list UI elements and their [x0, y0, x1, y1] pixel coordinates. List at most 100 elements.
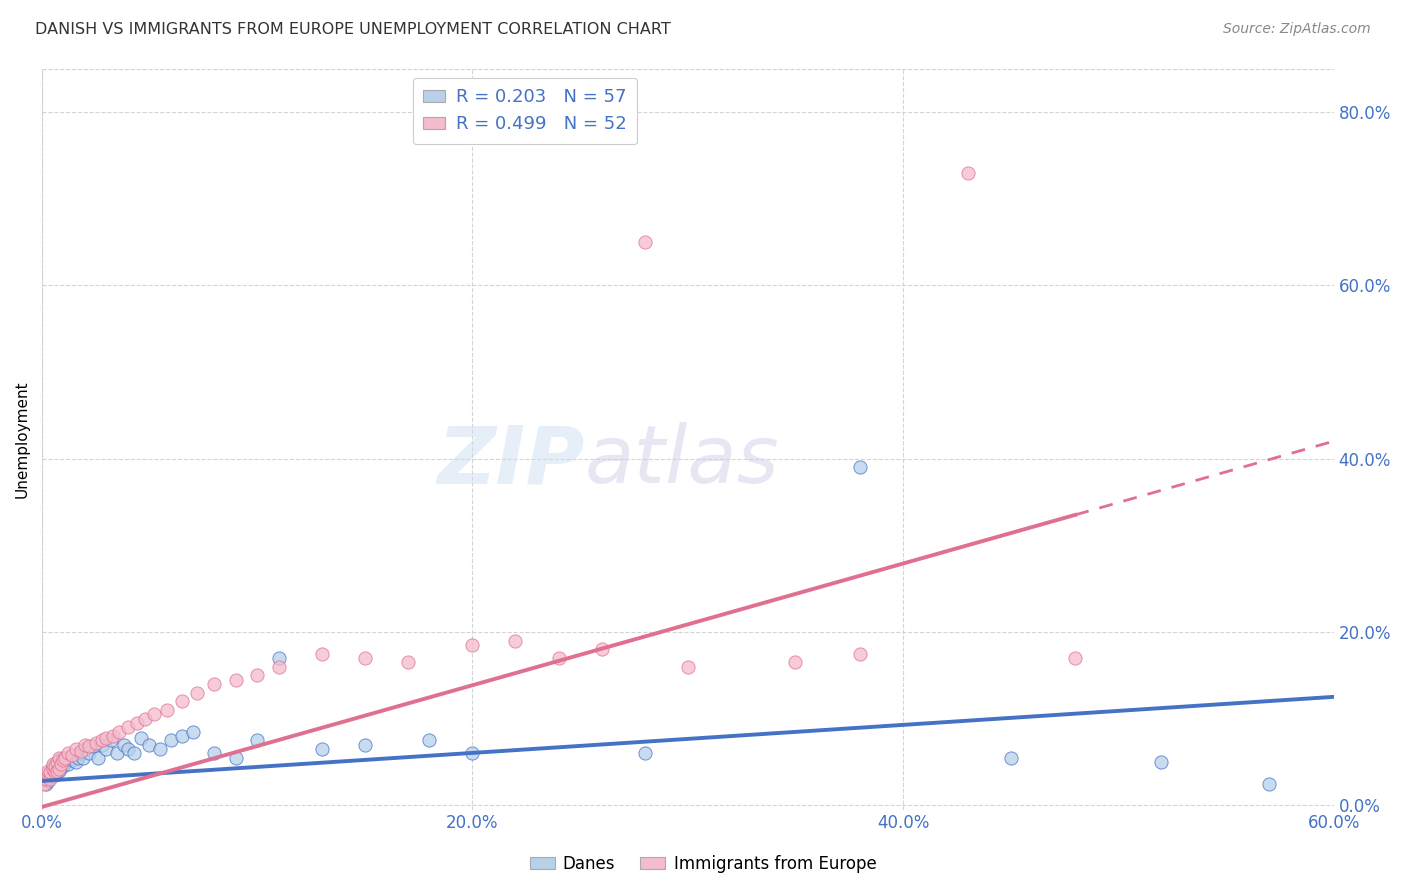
Point: [225, 673, 247, 687]
Point: [170, 729, 193, 743]
Point: [77, 746, 100, 760]
Point: [44, 765, 66, 780]
Point: [55, 750, 77, 764]
Point: [67, 750, 90, 764]
Point: [41, 759, 63, 773]
Point: [547, 651, 569, 665]
Text: Source: ZipAtlas.com: Source: ZipAtlas.com: [1223, 22, 1371, 37]
Point: [634, 746, 657, 760]
Point: [39, 771, 62, 785]
Point: [41, 764, 63, 778]
Point: [44, 759, 66, 773]
Point: [461, 746, 484, 760]
Point: [1064, 651, 1087, 665]
Point: [311, 742, 333, 756]
Point: [142, 707, 165, 722]
Point: [396, 655, 419, 669]
Point: [59, 750, 82, 764]
Point: [48, 753, 70, 767]
Point: [418, 733, 440, 747]
Y-axis label: Unemployment: Unemployment: [15, 380, 30, 498]
Point: [134, 712, 156, 726]
Point: [849, 647, 872, 661]
Point: [51, 756, 73, 771]
Point: [634, 235, 657, 249]
Point: [48, 762, 70, 776]
Point: [77, 739, 100, 754]
Point: [785, 655, 807, 669]
Point: [52, 750, 75, 764]
Point: [117, 720, 139, 734]
Point: [246, 668, 269, 682]
Point: [87, 750, 110, 764]
Point: [39, 772, 62, 787]
Point: [35, 776, 58, 790]
Point: [149, 742, 172, 756]
Point: [591, 642, 613, 657]
Point: [202, 746, 225, 760]
Point: [41, 756, 63, 771]
Point: [45, 756, 67, 771]
Point: [32, 772, 55, 787]
Point: [69, 746, 91, 760]
Point: [186, 685, 208, 699]
Point: [65, 755, 87, 769]
Point: [51, 760, 73, 774]
Point: [60, 753, 83, 767]
Point: [45, 755, 67, 769]
Point: [73, 742, 96, 756]
Point: [48, 764, 70, 778]
Point: [37, 768, 59, 782]
Point: [44, 762, 66, 776]
Point: [353, 651, 375, 665]
Point: [202, 677, 225, 691]
Point: [117, 742, 139, 756]
Point: [63, 747, 86, 762]
Point: [849, 460, 872, 475]
Point: [56, 746, 79, 760]
Point: [225, 750, 247, 764]
Point: [676, 659, 699, 673]
Point: [353, 738, 375, 752]
Point: [181, 724, 204, 739]
Point: [39, 765, 62, 780]
Point: [125, 715, 148, 730]
Point: [45, 765, 67, 780]
Text: DANISH VS IMMIGRANTS FROM EUROPE UNEMPLOYMENT CORRELATION CHART: DANISH VS IMMIGRANTS FROM EUROPE UNEMPLO…: [35, 22, 671, 37]
Point: [73, 738, 96, 752]
Point: [84, 736, 107, 750]
Text: ZIP: ZIP: [437, 422, 585, 500]
Point: [124, 746, 146, 760]
Point: [91, 738, 114, 752]
Point: [37, 764, 59, 778]
Point: [32, 776, 55, 790]
Point: [82, 739, 104, 754]
Point: [138, 738, 160, 752]
Legend: Danes, Immigrants from Europe: Danes, Immigrants from Europe: [523, 848, 883, 880]
Point: [1000, 750, 1022, 764]
Point: [1258, 776, 1281, 790]
Point: [72, 750, 94, 764]
Point: [156, 703, 179, 717]
Legend: R = 0.203   N = 57, R = 0.499   N = 52: R = 0.203 N = 57, R = 0.499 N = 52: [412, 78, 637, 145]
Point: [1150, 755, 1173, 769]
Point: [52, 753, 75, 767]
Point: [96, 731, 118, 745]
Point: [101, 729, 124, 743]
Point: [461, 638, 484, 652]
Point: [45, 764, 67, 778]
Point: [129, 731, 152, 745]
Point: [37, 773, 59, 788]
Point: [91, 733, 114, 747]
Point: [311, 647, 333, 661]
Point: [39, 765, 62, 780]
Point: [41, 762, 63, 776]
Point: [160, 733, 183, 747]
Point: [96, 742, 118, 756]
Point: [112, 738, 135, 752]
Point: [35, 772, 58, 787]
Point: [52, 759, 75, 773]
Point: [100, 733, 122, 747]
Point: [55, 755, 77, 769]
Point: [108, 724, 131, 739]
